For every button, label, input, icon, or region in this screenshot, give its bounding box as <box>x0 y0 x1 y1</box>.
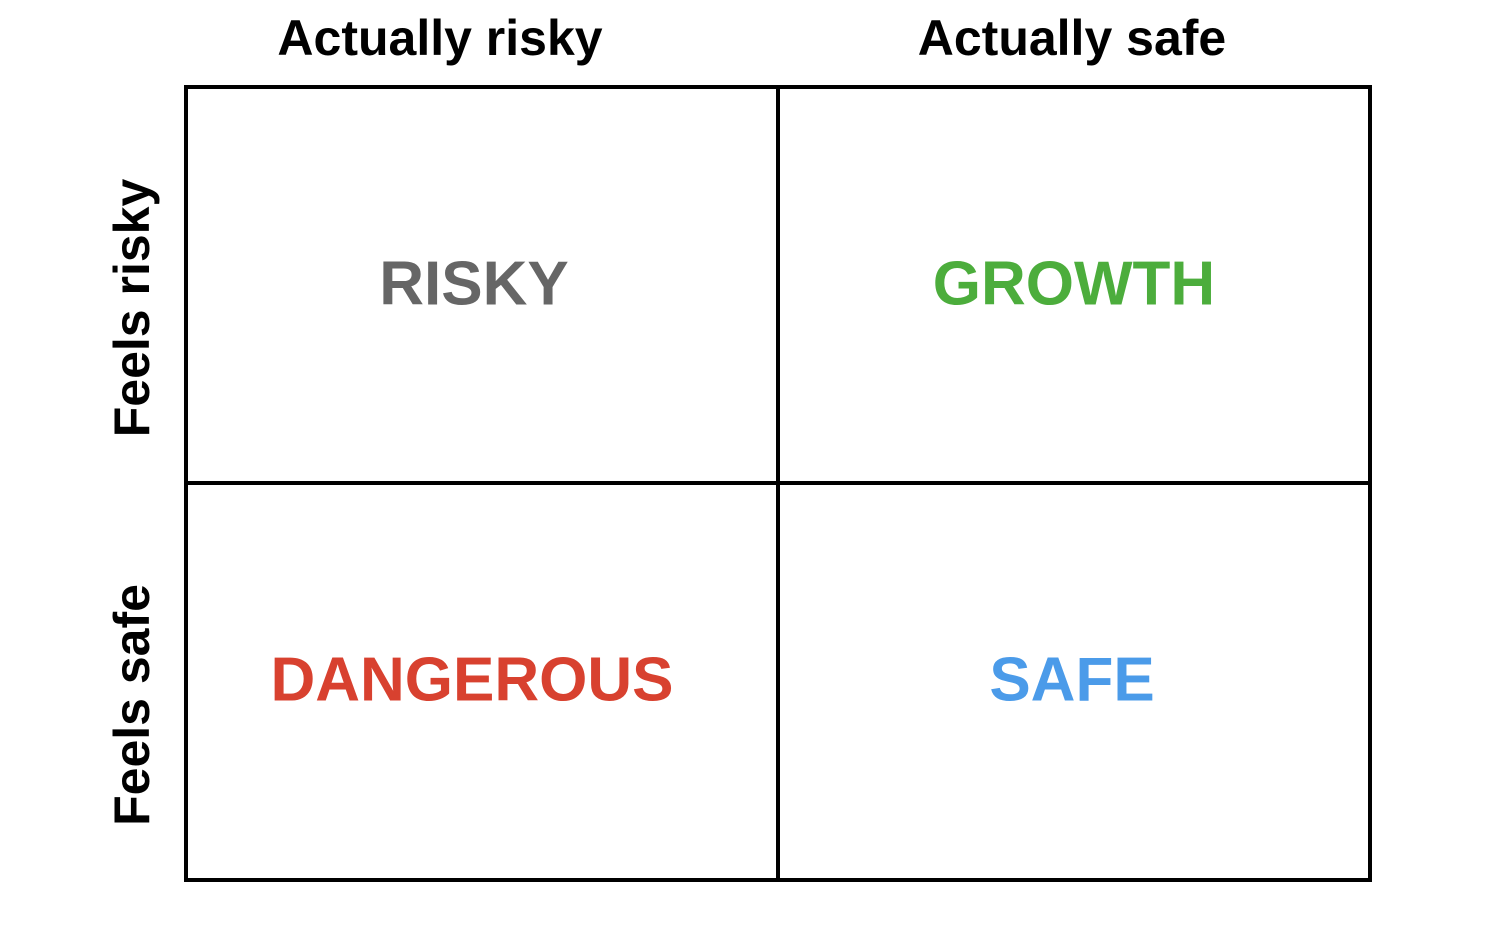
column-header: Actually safe <box>918 10 1226 66</box>
row-header: Feels risky <box>104 179 160 438</box>
row-header: Feels safe <box>104 584 160 826</box>
column-header: Actually risky <box>277 10 602 66</box>
cell-label: DANGEROUS <box>270 645 673 714</box>
cell-label: SAFE <box>989 645 1154 714</box>
cell-label: GROWTH <box>933 249 1215 318</box>
cell-label: RISKY <box>379 249 568 318</box>
